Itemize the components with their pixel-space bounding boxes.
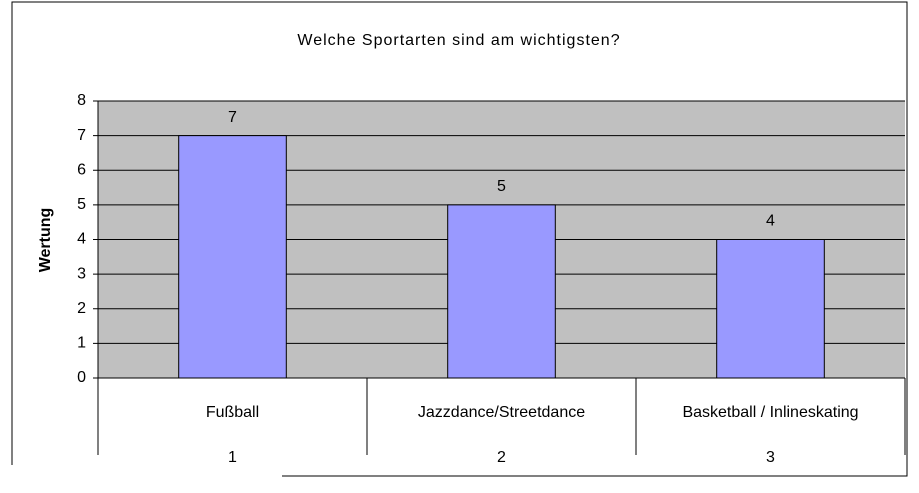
x-tick-label: Jazzdance/Streetdance [418, 404, 585, 421]
x-tick-number: 1 [228, 449, 237, 466]
data-label: 5 [497, 178, 506, 195]
x-tick-number: 2 [497, 449, 506, 466]
y-tick-label: 6 [77, 161, 86, 178]
y-tick-label: 4 [77, 231, 86, 248]
x-tick-label: Fußball [206, 404, 259, 421]
y-tick-label: 7 [77, 127, 86, 144]
y-tick-label: 8 [77, 92, 86, 109]
bar [178, 135, 287, 379]
x-tick-number: 3 [766, 449, 775, 466]
x-tick-label: Basketball / Inlineskating [682, 404, 858, 421]
data-label: 4 [766, 213, 775, 230]
caption-bg [0, 465, 282, 488]
y-axis-label: Wertung [37, 208, 54, 273]
data-label: 7 [228, 109, 237, 126]
chart-title: Welche Sportarten sind am wichtigsten? [297, 32, 620, 49]
y-tick-label: 0 [77, 369, 86, 386]
bar [716, 239, 825, 379]
y-tick-label: 5 [77, 196, 86, 213]
y-tick-label: 1 [77, 335, 86, 352]
bar [447, 204, 556, 379]
plot-area: 0 1 2 3 4 5 6 7 8 7 Fußball 1 5 Jazzdance/Streetdance… [77, 92, 906, 466]
y-tick-label: 3 [77, 265, 86, 282]
y-tick-label: 2 [77, 300, 86, 317]
